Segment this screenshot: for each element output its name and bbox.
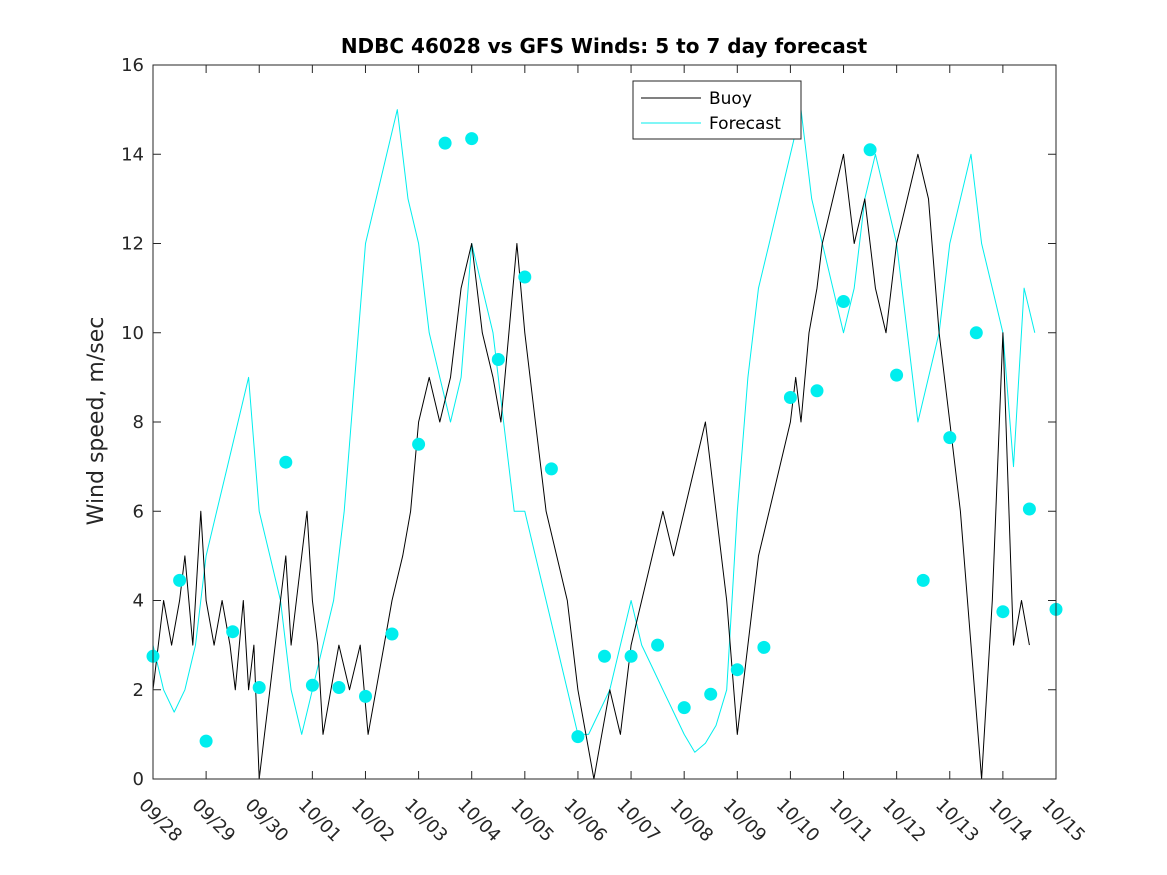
forecast-marker <box>571 730 585 744</box>
legend: Buoy Forecast <box>632 80 802 140</box>
y-tick-label: 16 <box>121 55 144 76</box>
y-tick-label: 4 <box>133 591 144 612</box>
forecast-marker <box>199 734 213 748</box>
y-tick-label: 0 <box>133 769 144 790</box>
forecast-marker <box>677 701 691 715</box>
forecast-marker <box>996 605 1010 619</box>
forecast-marker <box>173 573 187 587</box>
chart-title: NDBC 46028 vs GFS Winds: 5 to 7 day fore… <box>341 34 868 58</box>
forecast-marker <box>544 462 558 476</box>
forecast-marker <box>651 638 665 652</box>
series-line-forecast <box>152 109 1036 753</box>
series-line-buoy <box>152 153 1030 780</box>
forecast-marker <box>412 437 426 451</box>
forecast-marker <box>916 573 930 587</box>
forecast-marker <box>810 384 824 398</box>
legend-box <box>632 80 802 140</box>
forecast-marker <box>305 678 319 692</box>
forecast-marker <box>252 681 266 694</box>
forecast-marker <box>385 627 399 641</box>
forecast-marker <box>1022 502 1036 516</box>
forecast-marker <box>783 391 797 404</box>
forecast-marker <box>757 640 771 654</box>
forecast-marker <box>730 663 744 677</box>
forecast-marker <box>837 295 850 308</box>
y-tick-label: 14 <box>121 144 144 165</box>
y-tick-label: 6 <box>133 501 144 522</box>
forecast-marker <box>332 681 346 694</box>
y-tick-label: 12 <box>121 234 144 255</box>
forecast-marker <box>465 132 479 146</box>
forecast-marker <box>491 353 505 366</box>
forecast-marker <box>704 687 718 701</box>
forecast-marker <box>969 326 983 340</box>
forecast-marker <box>438 136 452 150</box>
forecast-marker <box>890 368 904 382</box>
forecast-marker <box>279 455 293 469</box>
forecast-marker <box>863 143 877 157</box>
legend-label-forecast: Forecast <box>709 114 781 134</box>
y-tick-label: 8 <box>133 412 144 433</box>
forecast-marker <box>359 689 372 703</box>
forecast-marker <box>624 649 638 663</box>
y-tick-label: 10 <box>121 323 144 344</box>
forecast-marker <box>226 625 240 639</box>
legend-label-buoy: Buoy <box>709 89 752 109</box>
forecast-marker <box>943 431 957 445</box>
plot-area <box>146 109 1063 780</box>
y-tick-label: 2 <box>133 680 144 701</box>
forecast-marker <box>518 270 532 284</box>
forecast-marker <box>598 649 611 663</box>
y-axis-label: Wind speed, m/sec <box>84 317 109 526</box>
